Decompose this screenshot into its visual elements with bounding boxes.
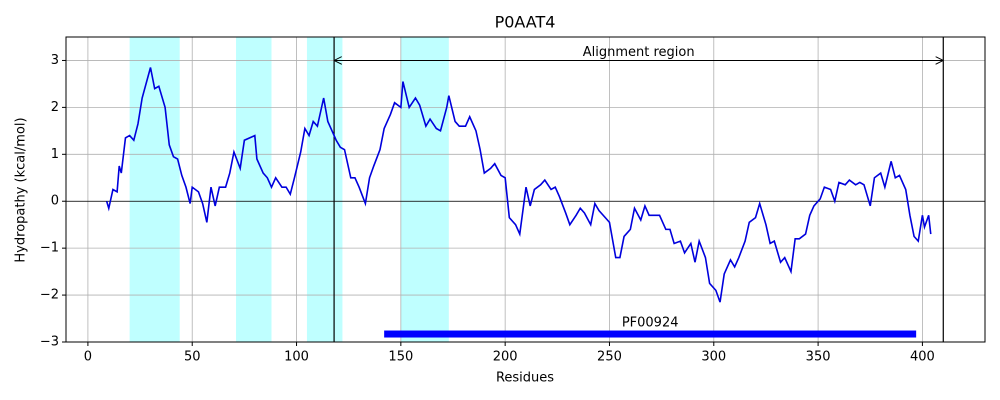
tm-region xyxy=(400,37,449,342)
plot-frame xyxy=(65,36,986,343)
y-tick-label: −2 xyxy=(40,288,59,303)
y-tick-label: −1 xyxy=(40,241,59,256)
tm-region xyxy=(306,37,343,342)
y-tick-label: 2 xyxy=(51,100,59,115)
tm-region xyxy=(236,37,272,342)
x-axis-label: Residues xyxy=(496,371,554,386)
x-tick-label: 400 xyxy=(910,350,935,365)
x-tick-label: 100 xyxy=(284,350,309,365)
x-tick-label: 50 xyxy=(184,350,201,365)
domain-label: PF00924 xyxy=(622,316,679,331)
tm-region xyxy=(129,37,180,342)
hydropathy-line xyxy=(105,67,932,303)
x-tick-label: 300 xyxy=(701,350,726,365)
y-tick-label: 3 xyxy=(51,53,59,68)
annotation-label: Alignment region xyxy=(583,45,695,60)
x-tick-label: 0 xyxy=(84,350,92,365)
y-tick-label: 1 xyxy=(51,147,59,162)
y-tick-label: 0 xyxy=(51,194,59,209)
x-tick-label: 200 xyxy=(493,350,518,365)
y-tick-label: −3 xyxy=(40,335,59,350)
y-axis-label: Hydropathy (kcal/mol) xyxy=(14,117,29,262)
x-tick-label: 150 xyxy=(388,350,413,365)
x-tick-label: 250 xyxy=(597,350,622,365)
chart-title: P0AAT4 xyxy=(495,13,556,32)
x-tick-label: 350 xyxy=(806,350,831,365)
domain-bar xyxy=(384,330,917,338)
